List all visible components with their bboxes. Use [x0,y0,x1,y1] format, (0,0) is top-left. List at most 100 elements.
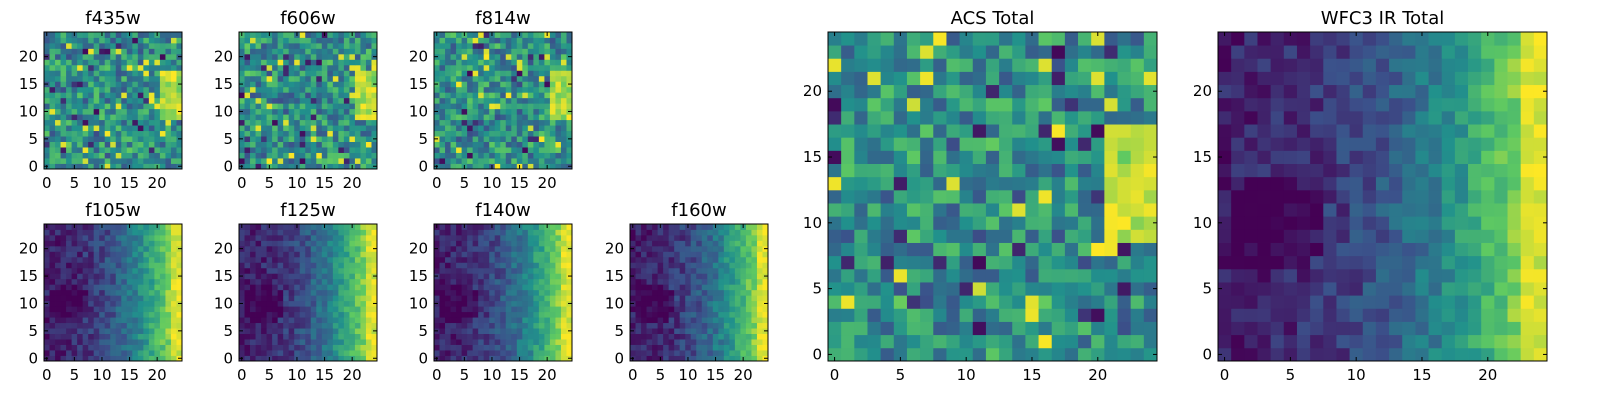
heatmap-cell [371,119,378,126]
heatmap-cell [137,97,144,104]
heatmap-cell [121,158,128,164]
heatmap-cell [154,256,161,263]
heatmap-cell [461,136,468,142]
heatmap-cell [985,150,1000,164]
heatmap-cell [148,273,155,280]
y-tick-label: 15 [605,267,624,285]
heatmap-cell [641,278,647,285]
heatmap-cell [549,317,556,324]
heatmap-cell [170,147,177,153]
heatmap-cell [93,103,100,110]
heatmap-cell [55,339,61,345]
heatmap-cell [1130,295,1145,309]
heatmap-cell [299,245,306,252]
heatmap-cell [159,317,166,324]
heatmap-cell [250,141,256,148]
heatmap-cell [663,267,670,274]
heatmap-cell [321,147,328,153]
heatmap-cell [115,224,122,230]
heatmap-cell [461,333,468,340]
heatmap-cell [93,344,100,351]
heatmap-cell [478,322,485,329]
heatmap-cell [734,350,741,356]
heatmap-cell [99,289,106,296]
heatmap-cell [544,86,551,93]
heatmap-cell [489,59,496,66]
heatmap-cell [338,136,345,142]
heatmap-cell [299,355,306,362]
heatmap-cell [494,295,501,302]
heatmap-cell [148,92,155,99]
heatmap-cell [674,355,681,362]
heatmap-cell [261,306,267,313]
heatmap-cell [343,262,350,269]
heatmap-cell [343,92,350,99]
heatmap-cell [756,328,763,334]
heatmap-cell [165,108,172,115]
heatmap-cell [467,328,474,334]
heatmap-cell [696,240,703,247]
heatmap-cell [354,344,361,351]
heatmap-cell [646,328,653,334]
heatmap-cell [250,339,256,345]
heatmap-cell [354,97,361,104]
heatmap-cell [472,59,479,66]
heatmap-cell [679,240,686,247]
heatmap-cell [668,267,675,274]
heatmap-cell [321,108,328,115]
heatmap-cell [310,130,317,137]
heatmap-cell [472,119,479,126]
heatmap-cell [283,344,290,351]
heatmap-cell [371,141,378,148]
heatmap-cell [516,125,523,132]
heatmap-cell [66,224,72,230]
heatmap-cell [154,108,161,115]
heatmap-cell [60,152,67,159]
heatmap-cell [1117,282,1132,296]
heatmap-cell [483,53,490,60]
heatmap-cell [115,53,122,60]
heatmap-cell [439,333,446,340]
heatmap-cell [110,350,117,356]
heatmap-cell [360,311,367,318]
heatmap-cell [511,86,518,93]
heatmap-cell [560,92,567,99]
heatmap-cell [137,136,144,142]
heatmap-cell [294,339,301,345]
heatmap-cell [718,240,725,247]
heatmap-cell [434,42,440,49]
heatmap-cell [159,251,166,258]
heatmap-cell [93,37,100,44]
heatmap-cell [327,92,334,99]
heatmap-cell [365,256,372,263]
heatmap-cell [176,306,183,313]
heatmap-cell [516,48,523,55]
heatmap-cell [467,273,474,280]
heatmap-cell [360,86,367,93]
heatmap-cell [527,136,534,142]
heatmap-cell [762,229,769,236]
heatmap-cell [734,256,741,263]
heatmap-cell [734,278,741,285]
heatmap-cell [544,300,551,307]
heatmap-cell [55,48,61,55]
heatmap-cell [121,284,128,291]
heatmap-cell [450,328,457,334]
heatmap-cell [176,278,183,285]
heatmap-cell [478,328,485,334]
heatmap-cell [99,81,106,88]
heatmap-cell [511,333,518,340]
heatmap-cell [527,284,534,291]
heatmap-cell [555,37,562,44]
heatmap-cell [137,224,144,230]
heatmap-cell [365,328,372,334]
heatmap-cell [93,224,100,230]
heatmap-cell [679,355,686,362]
heatmap-cell [685,284,692,291]
heatmap-cell [165,141,172,148]
heatmap-cell [332,163,339,170]
heatmap-cell [467,229,474,236]
heatmap-cell [55,234,61,241]
heatmap-cell [1038,203,1053,217]
